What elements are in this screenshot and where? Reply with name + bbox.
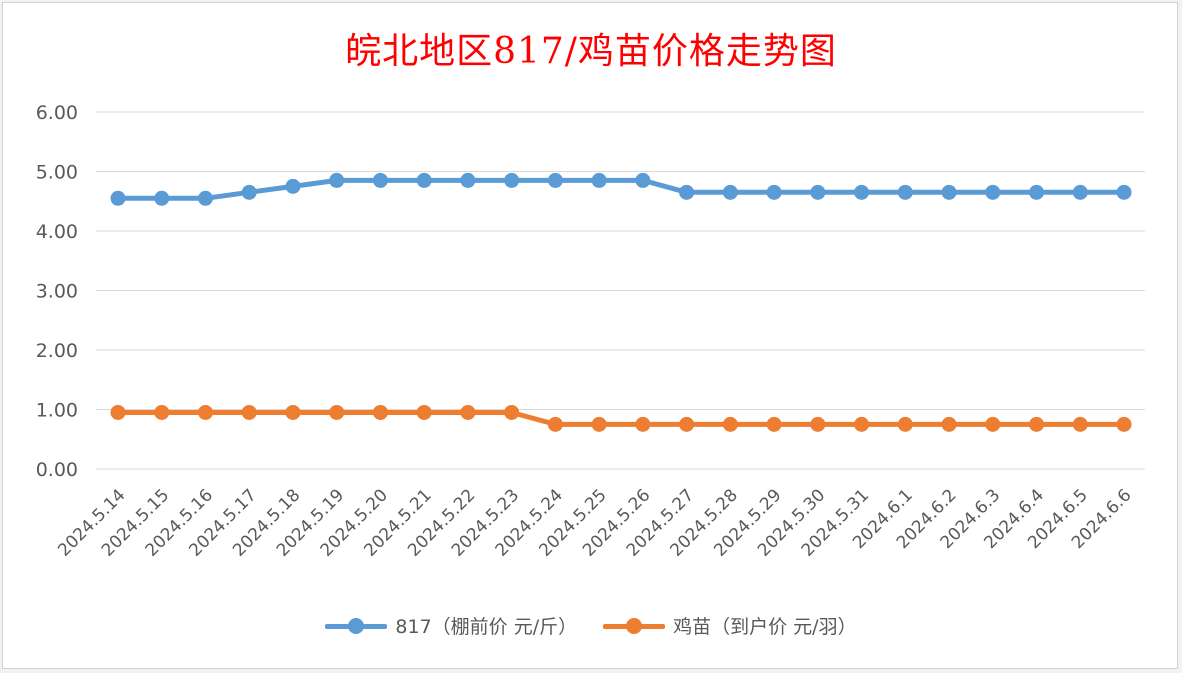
series-0-point-9 bbox=[504, 172, 520, 188]
series-1-point-21 bbox=[1029, 416, 1045, 432]
series-0-point-19 bbox=[941, 184, 957, 200]
series-1-point-4 bbox=[285, 404, 301, 420]
legend-swatch-chick bbox=[603, 617, 666, 634]
series-1-point-14 bbox=[722, 416, 738, 432]
series-0-point-12 bbox=[635, 172, 651, 188]
series-0-point-11 bbox=[591, 172, 607, 188]
legend-marker-chick bbox=[626, 617, 643, 634]
series-0-point-22 bbox=[1072, 184, 1088, 200]
series-0-point-5 bbox=[329, 172, 345, 188]
series-0-point-17 bbox=[854, 184, 870, 200]
series-1-point-7 bbox=[416, 404, 432, 420]
series-1-point-6 bbox=[372, 404, 388, 420]
series-1-point-1 bbox=[154, 404, 170, 420]
series-1-point-19 bbox=[941, 416, 957, 432]
chart-title: 皖北地区817/鸡苗价格走势图 bbox=[345, 31, 837, 72]
legend-marker-817 bbox=[348, 617, 365, 634]
series-0-point-6 bbox=[372, 172, 388, 188]
legend-item-chick[interactable]: 鸡苗（到户价 元/羽） bbox=[603, 612, 857, 639]
series-0-point-3 bbox=[241, 184, 257, 200]
series-1-point-18 bbox=[897, 416, 913, 432]
series-0-point-20 bbox=[985, 184, 1001, 200]
series-1-point-11 bbox=[591, 416, 607, 432]
series-0-point-4 bbox=[285, 178, 301, 194]
series-0-point-10 bbox=[547, 172, 563, 188]
series-1-point-23 bbox=[1116, 416, 1132, 432]
series-1-point-9 bbox=[504, 404, 520, 420]
series-0-point-8 bbox=[460, 172, 476, 188]
series-1-point-15 bbox=[766, 416, 782, 432]
series-1-point-12 bbox=[635, 416, 651, 432]
series-0-point-13 bbox=[679, 184, 695, 200]
y-tick-label-1: 1.00 bbox=[36, 400, 78, 422]
series-0-point-23 bbox=[1116, 184, 1132, 200]
series-1-point-20 bbox=[985, 416, 1001, 432]
series-1-point-0 bbox=[110, 404, 126, 420]
y-tick-label-4: 4.00 bbox=[36, 221, 78, 243]
legend-label-817: 817（棚前价 元/斤） bbox=[395, 616, 578, 638]
series-0-point-7 bbox=[416, 172, 432, 188]
series-1-point-8 bbox=[460, 404, 476, 420]
series-0-point-14 bbox=[722, 184, 738, 200]
series-1-point-17 bbox=[854, 416, 870, 432]
series-1-point-13 bbox=[679, 416, 695, 432]
series-0-point-15 bbox=[766, 184, 782, 200]
series-1-point-5 bbox=[329, 404, 345, 420]
series-1-point-2 bbox=[197, 404, 213, 420]
series-0-point-21 bbox=[1029, 184, 1045, 200]
series-0-point-0 bbox=[110, 190, 126, 206]
series-0-point-16 bbox=[810, 184, 826, 200]
series-0-point-2 bbox=[197, 190, 213, 206]
y-tick-label-2: 2.00 bbox=[36, 340, 78, 362]
legend-label-chick: 鸡苗（到户价 元/羽） bbox=[673, 616, 857, 638]
series-0-point-1 bbox=[154, 190, 170, 206]
y-tick-label-3: 3.00 bbox=[36, 281, 78, 303]
y-tick-label-0: 0.00 bbox=[36, 459, 78, 481]
chart-legend: 817（棚前价 元/斤） 鸡苗（到户价 元/羽） bbox=[0, 612, 1182, 639]
series-line-0 bbox=[115, 177, 1127, 201]
series-line-1 bbox=[115, 410, 1127, 427]
series-1-point-16 bbox=[810, 416, 826, 432]
y-tick-label-6: 6.00 bbox=[36, 102, 78, 124]
y-tick-label-5: 5.00 bbox=[36, 162, 78, 184]
series-1-point-10 bbox=[547, 416, 563, 432]
series-0-point-18 bbox=[897, 184, 913, 200]
legend-item-817[interactable]: 817（棚前价 元/斤） bbox=[325, 612, 577, 639]
series-1-point-3 bbox=[241, 404, 257, 420]
legend-swatch-817 bbox=[325, 617, 388, 634]
series-1-point-22 bbox=[1072, 416, 1088, 432]
